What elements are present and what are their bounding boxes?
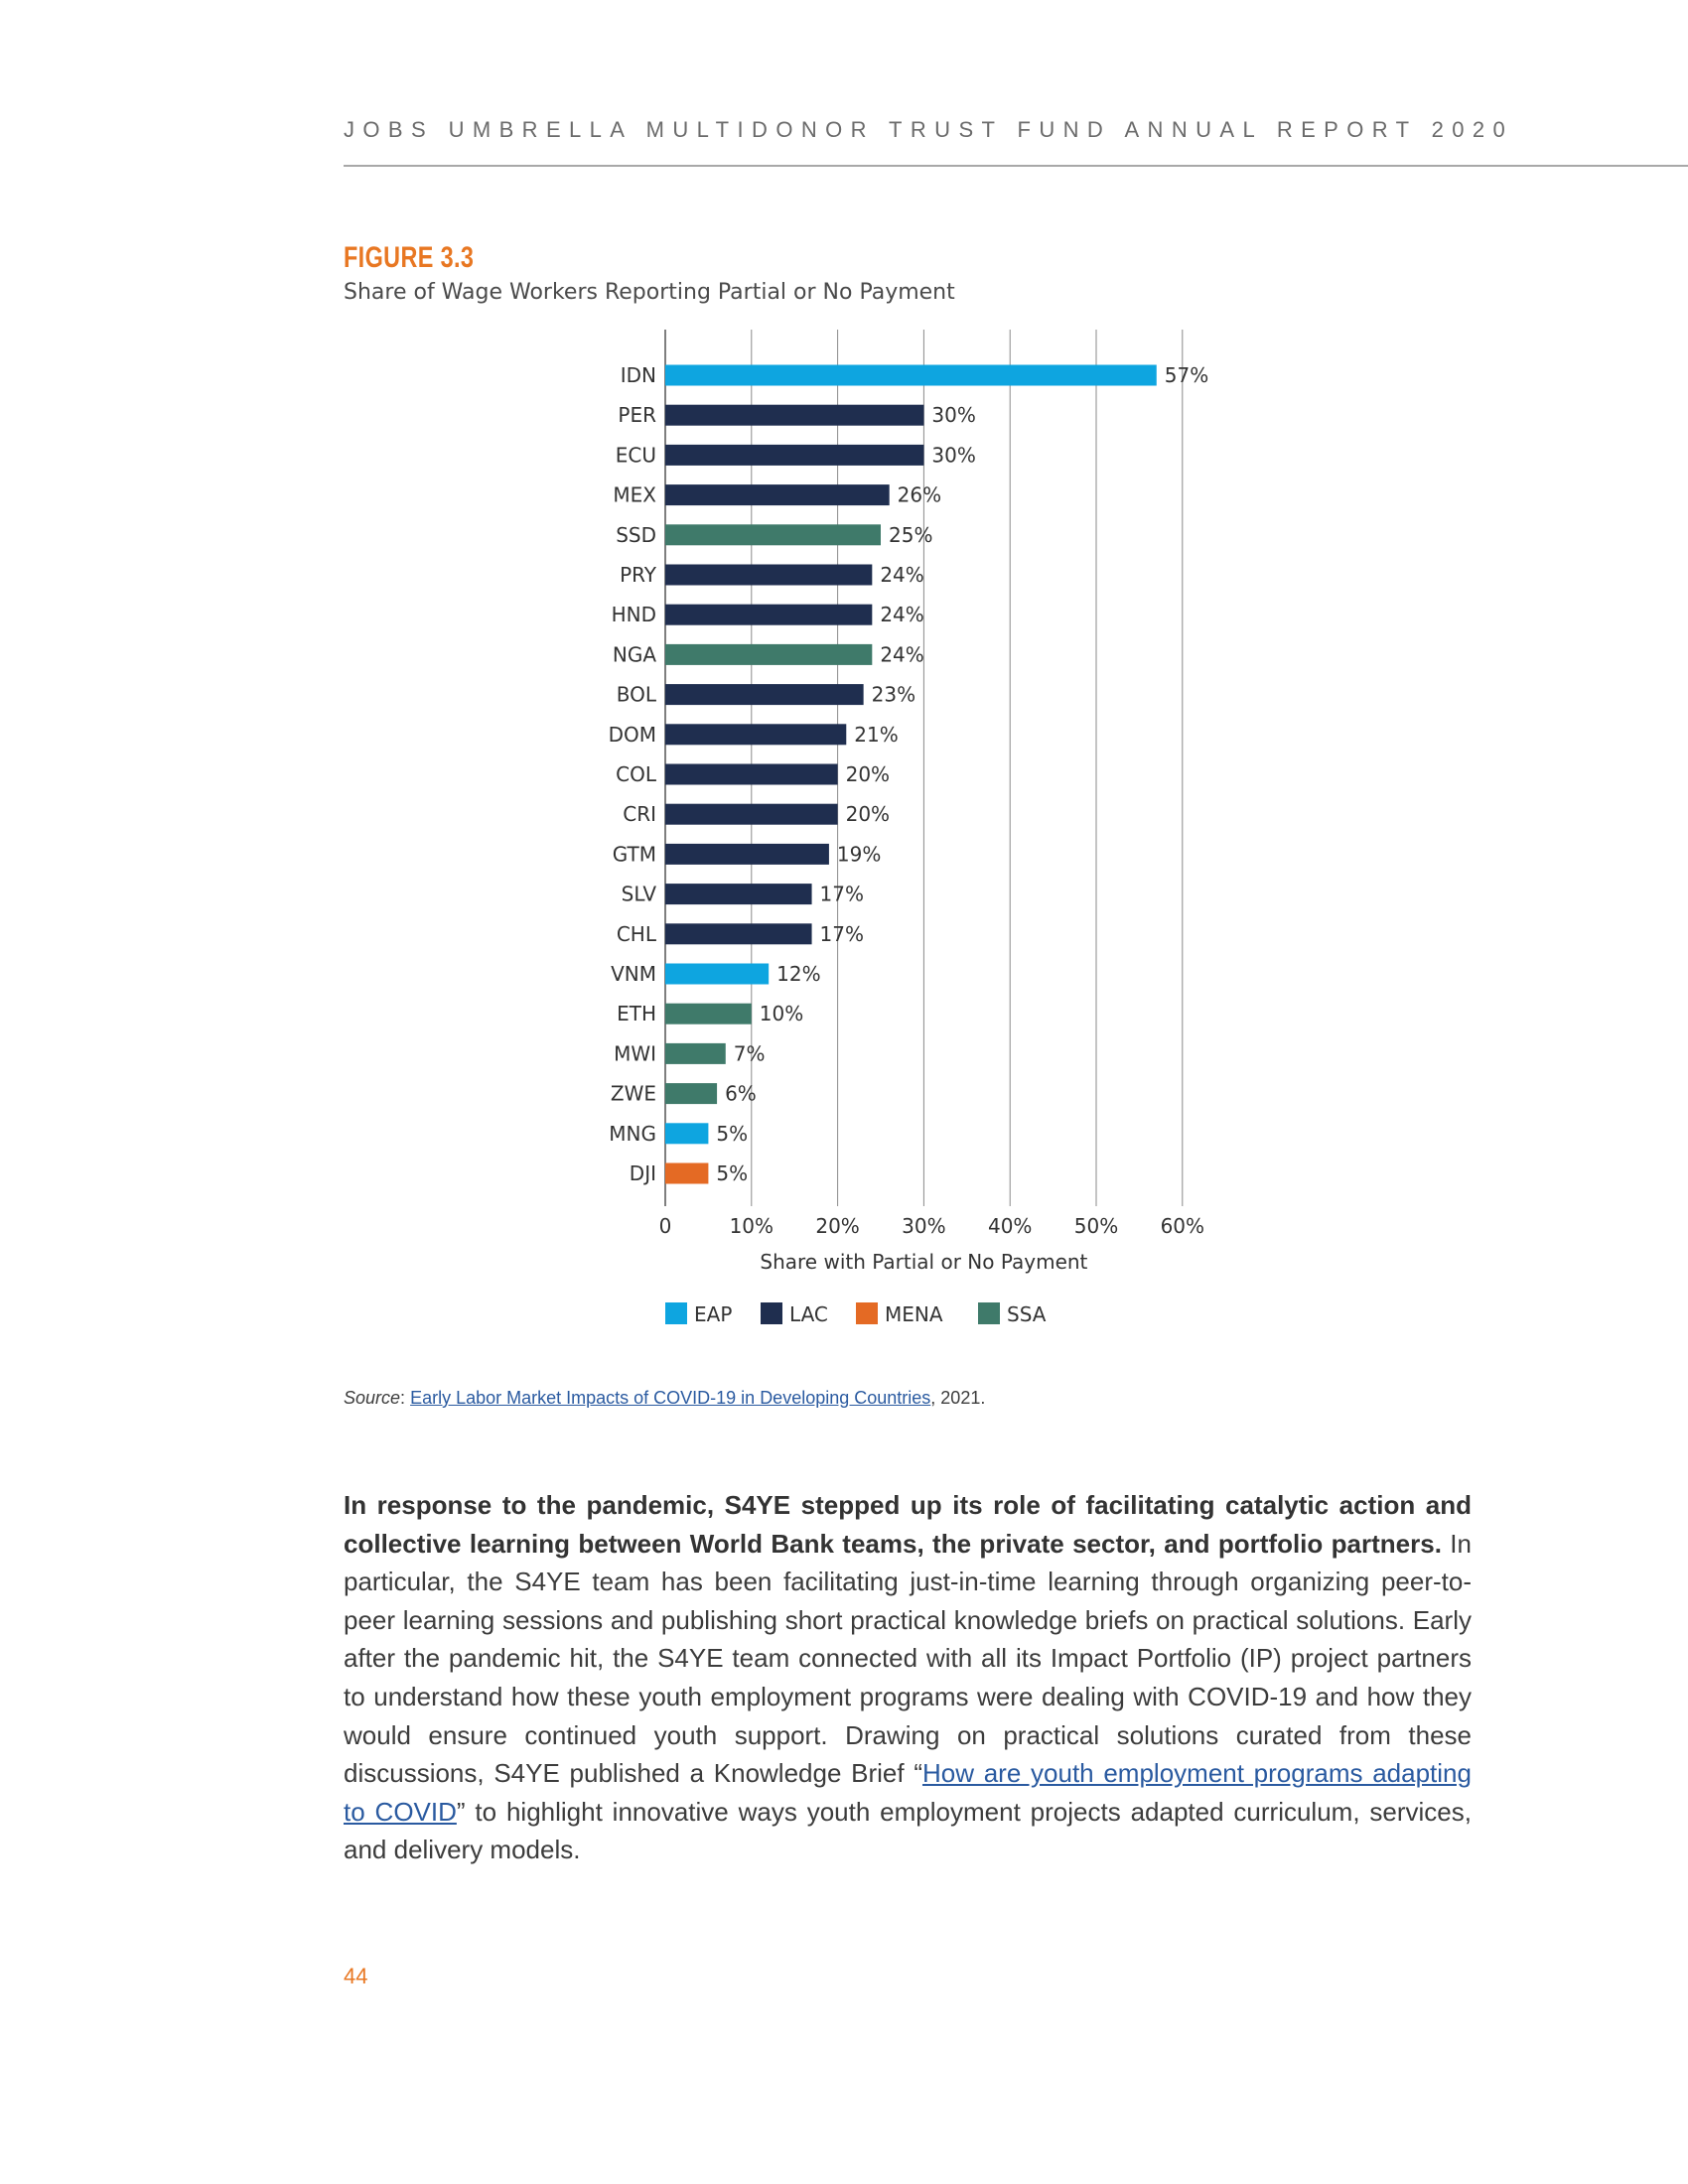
data-label: 57% [1165, 363, 1208, 387]
bar [665, 803, 838, 825]
bar [665, 524, 881, 546]
knowledge-brief-link[interactable]: How are youth employment programs adapti… [344, 1758, 1472, 1827]
category-label: IDN [621, 363, 656, 387]
data-label: 19% [837, 842, 881, 866]
legend-swatch [978, 1302, 1000, 1324]
data-label: 24% [880, 603, 923, 626]
legend-label: MENA [885, 1302, 943, 1326]
data-label: 20% [846, 762, 890, 786]
bar [665, 564, 873, 586]
running-header: JOBS UMBRELLA MULTIDONOR TRUST FUND ANNU… [344, 117, 1514, 142]
data-label: 6% [725, 1082, 757, 1106]
data-label: 20% [846, 802, 890, 826]
data-label: 7% [734, 1041, 766, 1065]
source-link[interactable]: Early Labor Market Impacts of COVID-19 i… [410, 1388, 931, 1408]
data-label: 30% [931, 403, 975, 427]
data-label: 26% [898, 483, 941, 507]
bar [665, 1003, 752, 1024]
category-label: MEX [613, 483, 656, 507]
source-separator: : [400, 1388, 411, 1408]
data-label: 12% [776, 962, 820, 986]
header-divider [344, 165, 1688, 167]
x-tick-label: 10% [730, 1214, 774, 1238]
data-label: 24% [880, 563, 923, 587]
category-label: DOM [609, 723, 656, 747]
x-tick-label: 40% [988, 1214, 1032, 1238]
bar [665, 923, 812, 945]
category-label: VNM [611, 962, 656, 986]
data-label: 24% [880, 642, 923, 666]
category-label: GTM [613, 842, 656, 866]
bar [665, 843, 829, 865]
category-label: CRI [623, 802, 656, 826]
x-axis-title: Share with Partial or No Payment [760, 1250, 1087, 1274]
page-number: 44 [344, 1964, 368, 1988]
category-label: PER [618, 403, 656, 427]
bar [665, 724, 847, 746]
legend-swatch [856, 1302, 878, 1324]
x-tick-label: 30% [902, 1214, 945, 1238]
category-label: SSD [616, 523, 656, 547]
bar-chart: IDN 57% PER 30% ECU 30% MEX 26% SSD 25% PRY 24% HND 2… [609, 330, 1208, 1326]
category-label: ECU [616, 443, 656, 467]
category-label: CHL [617, 922, 657, 946]
category-label: NGA [613, 642, 656, 666]
x-tick-label: 20% [815, 1214, 859, 1238]
bar [665, 1123, 709, 1145]
data-label: 21% [854, 723, 898, 747]
source-note: Source: Early Labor Market Impacts of CO… [344, 1388, 985, 1409]
category-label: BOL [617, 683, 657, 707]
body-text-2: ” to highlight innovative ways youth emp… [344, 1796, 1472, 1865]
body-bold-lead: In response to the pandemic, S4YE steppe… [344, 1490, 1472, 1559]
data-label: 5% [716, 1122, 748, 1146]
category-label: ETH [617, 1002, 656, 1025]
bar [665, 1042, 726, 1064]
bar [665, 884, 812, 905]
source-suffix: , 2021. [930, 1388, 986, 1408]
x-tick-label: 60% [1161, 1214, 1204, 1238]
category-label: HND [612, 603, 656, 626]
category-label: MNG [609, 1122, 656, 1146]
data-label: 17% [820, 922, 864, 946]
bar [665, 444, 924, 466]
legend-swatch [665, 1302, 687, 1324]
bar [665, 364, 1157, 386]
category-label: COL [616, 762, 657, 786]
data-label: 30% [931, 443, 975, 467]
figure-title: Share of Wage Workers Reporting Partial … [344, 280, 955, 305]
data-label: 17% [820, 883, 864, 906]
data-label: 23% [872, 683, 915, 707]
category-label: PRY [620, 563, 657, 587]
x-tick-label: 0 [659, 1214, 672, 1238]
category-label: DJI [630, 1161, 656, 1185]
legend-label: SSA [1007, 1302, 1047, 1326]
data-label: 5% [716, 1161, 748, 1185]
bar [665, 763, 838, 785]
bar [665, 604, 873, 625]
category-label: SLV [622, 883, 657, 906]
body-text-1: In particular, the S4YE team has been fa… [344, 1528, 1472, 1789]
data-label: 10% [760, 1002, 803, 1025]
legend-label: EAP [694, 1302, 732, 1326]
bar [665, 963, 770, 985]
figure-label: FIGURE 3.3 [344, 241, 475, 274]
bar [665, 684, 864, 706]
legend-swatch [761, 1302, 782, 1324]
bar [665, 1083, 718, 1105]
source-prefix: Source [344, 1388, 401, 1408]
bar [665, 643, 873, 665]
bar [665, 1162, 709, 1184]
data-label: 25% [889, 523, 932, 547]
bar [665, 484, 890, 506]
body-paragraph: In response to the pandemic, S4YE steppe… [344, 1486, 1472, 1869]
legend-label: LAC [789, 1302, 828, 1326]
bar [665, 404, 924, 426]
category-label: ZWE [611, 1082, 656, 1106]
category-label: MWI [614, 1041, 656, 1065]
x-tick-label: 50% [1074, 1214, 1118, 1238]
